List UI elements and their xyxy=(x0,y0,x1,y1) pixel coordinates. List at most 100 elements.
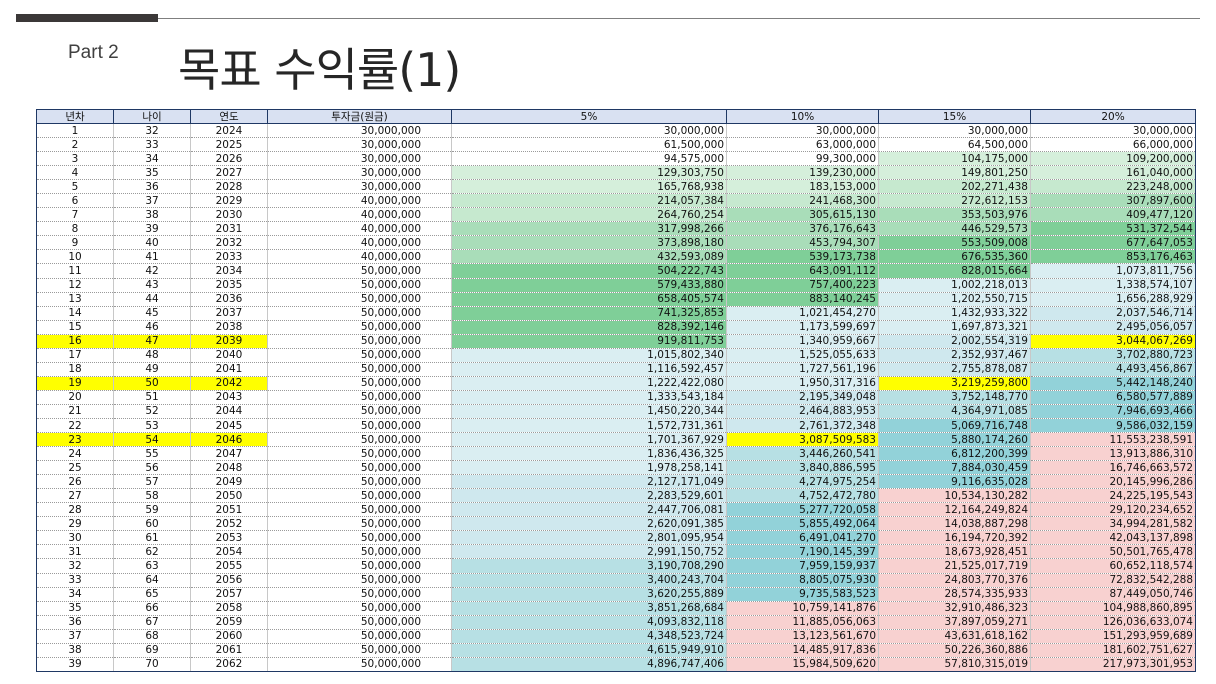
rate-20-cell: 20,145,996,286 xyxy=(1030,474,1196,490)
rate-5-cell: 919,811,753 xyxy=(451,334,727,349)
age-cell: 64 xyxy=(113,573,191,588)
rate-5-cell: 1,836,436,325 xyxy=(451,446,727,462)
rate-20-cell: 3,702,880,723 xyxy=(1030,348,1196,363)
year-cell: 2025 xyxy=(190,137,268,153)
rate-10-cell: 30,000,000 xyxy=(726,123,879,139)
rate-20-cell: 2,495,056,057 xyxy=(1030,320,1196,335)
rate-5-cell: 3,400,243,704 xyxy=(451,573,727,588)
rate-20-cell: 16,746,663,572 xyxy=(1030,460,1196,476)
rate-20-cell: 853,176,463 xyxy=(1030,249,1196,265)
rate-20-cell: 151,293,959,689 xyxy=(1030,629,1196,644)
year-cell: 2040 xyxy=(190,348,268,363)
year-index-cell: 27 xyxy=(36,488,114,504)
rate-5-cell: 2,283,529,601 xyxy=(451,488,727,504)
rate-15-cell: 12,164,249,824 xyxy=(878,502,1031,518)
rate-10-cell: 183,153,000 xyxy=(726,179,879,195)
year-cell: 2049 xyxy=(190,474,268,490)
rate-10-cell: 139,230,000 xyxy=(726,165,879,181)
page-title: 목표 수익률(1) xyxy=(178,43,461,97)
principal-cell: 50,000,000 xyxy=(267,278,452,293)
rate-20-cell: 9,586,032,159 xyxy=(1030,418,1196,434)
rate-20-cell: 3,044,067,269 xyxy=(1030,334,1196,349)
rate-10-cell: 1,525,055,633 xyxy=(726,348,879,363)
year-cell: 2059 xyxy=(190,615,268,630)
year-cell: 2046 xyxy=(190,432,268,448)
year-index-cell: 17 xyxy=(36,348,114,363)
rate-10-cell: 63,000,000 xyxy=(726,137,879,153)
year-index-cell: 35 xyxy=(36,601,114,616)
rate-5-cell: 828,392,146 xyxy=(451,320,727,335)
age-cell: 62 xyxy=(113,544,191,560)
age-cell: 46 xyxy=(113,320,191,335)
rate-10-cell: 99,300,000 xyxy=(726,151,879,167)
rate-15-cell: 828,015,664 xyxy=(878,263,1031,279)
rate-20-cell: 4,493,456,867 xyxy=(1030,362,1196,377)
table-row: 6 37 2029 40,000,000 214,057,384 241,468,300 2… xyxy=(36,193,1196,209)
return-table-container: 년차 나이 연도 투자금(원금) 5% 10% 15% 20% 1 32 2024 3… xyxy=(36,109,1196,672)
table-row: 17 48 2040 50,000,000 1,015,802,340 1,525,055… xyxy=(36,348,1196,363)
rate-20-cell: 6,580,577,889 xyxy=(1030,390,1196,405)
rate-10-cell: 883,140,245 xyxy=(726,292,879,307)
rate-5-cell: 2,127,171,049 xyxy=(451,474,727,490)
rate-20-cell: 29,120,234,652 xyxy=(1030,502,1196,518)
table-row: 29 60 2052 50,000,000 2,620,091,385 5,855,492… xyxy=(36,516,1196,532)
rate-20-cell: 181,602,751,627 xyxy=(1030,643,1196,658)
rate-10-cell: 5,277,720,058 xyxy=(726,502,879,518)
rate-15-cell: 9,116,635,028 xyxy=(878,474,1031,490)
principal-cell: 50,000,000 xyxy=(267,418,452,434)
year-index-cell: 24 xyxy=(36,446,114,462)
table-header-row: 년차 나이 연도 투자금(원금) 5% 10% 15% 20% xyxy=(36,109,1196,124)
rate-10-cell: 11,885,056,063 xyxy=(726,615,879,630)
rate-15-cell: 10,534,130,282 xyxy=(878,488,1031,504)
rate-10-cell: 3,087,509,583 xyxy=(726,432,879,448)
rate-15-cell: 6,812,200,399 xyxy=(878,446,1031,462)
table-row: 37 68 2060 50,000,000 4,348,523,724 13,123,56… xyxy=(36,629,1196,644)
rate-5-cell: 3,620,255,889 xyxy=(451,587,727,602)
year-index-cell: 4 xyxy=(36,165,114,181)
rate-15-cell: 7,884,030,459 xyxy=(878,460,1031,476)
age-cell: 69 xyxy=(113,643,191,658)
rate-15-cell: 30,000,000 xyxy=(878,123,1031,139)
principal-cell: 50,000,000 xyxy=(267,306,452,321)
col-header-rate-10: 10% xyxy=(726,109,879,124)
table-row: 19 50 2042 50,000,000 1,222,422,080 1,950,317… xyxy=(36,376,1196,391)
col-header-rate-20: 20% xyxy=(1030,109,1196,124)
year-index-cell: 37 xyxy=(36,629,114,644)
year-index-cell: 16 xyxy=(36,334,114,349)
year-cell: 2053 xyxy=(190,530,268,546)
year-cell: 2060 xyxy=(190,629,268,644)
rate-20-cell: 34,994,281,582 xyxy=(1030,516,1196,532)
age-cell: 67 xyxy=(113,615,191,630)
age-cell: 38 xyxy=(113,207,191,223)
age-cell: 65 xyxy=(113,587,191,602)
rate-15-cell: 32,910,486,323 xyxy=(878,601,1031,616)
principal-cell: 50,000,000 xyxy=(267,488,452,504)
rate-5-cell: 579,433,880 xyxy=(451,278,727,293)
rate-5-cell: 4,615,949,910 xyxy=(451,643,727,658)
table-row: 5 36 2028 30,000,000 165,768,938 183,153,000 2… xyxy=(36,179,1196,195)
rate-15-cell: 4,364,971,085 xyxy=(878,404,1031,419)
year-index-cell: 34 xyxy=(36,587,114,602)
rate-15-cell: 149,801,250 xyxy=(878,165,1031,181)
rate-5-cell: 1,978,258,141 xyxy=(451,460,727,476)
table-row: 25 56 2048 50,000,000 1,978,258,141 3,840,886… xyxy=(36,460,1196,476)
rate-20-cell: 42,043,137,898 xyxy=(1030,530,1196,546)
principal-cell: 30,000,000 xyxy=(267,179,452,195)
table-row: 12 43 2035 50,000,000 579,433,880 757,400,223… xyxy=(36,278,1196,293)
principal-cell: 50,000,000 xyxy=(267,629,452,644)
rate-15-cell: 24,803,770,376 xyxy=(878,573,1031,588)
rate-5-cell: 432,593,089 xyxy=(451,249,727,265)
rate-10-cell: 15,984,509,620 xyxy=(726,657,879,672)
rate-15-cell: 446,529,573 xyxy=(878,221,1031,237)
rate-5-cell: 317,998,266 xyxy=(451,221,727,237)
rate-10-cell: 539,173,738 xyxy=(726,249,879,265)
year-cell: 2058 xyxy=(190,601,268,616)
year-index-cell: 6 xyxy=(36,193,114,209)
age-cell: 40 xyxy=(113,235,191,251)
table-row: 21 52 2044 50,000,000 1,450,220,344 2,464,883… xyxy=(36,404,1196,419)
age-cell: 70 xyxy=(113,657,191,672)
header-rule xyxy=(158,18,1200,19)
year-index-cell: 3 xyxy=(36,151,114,167)
principal-cell: 50,000,000 xyxy=(267,446,452,462)
rate-5-cell: 373,898,180 xyxy=(451,235,727,251)
